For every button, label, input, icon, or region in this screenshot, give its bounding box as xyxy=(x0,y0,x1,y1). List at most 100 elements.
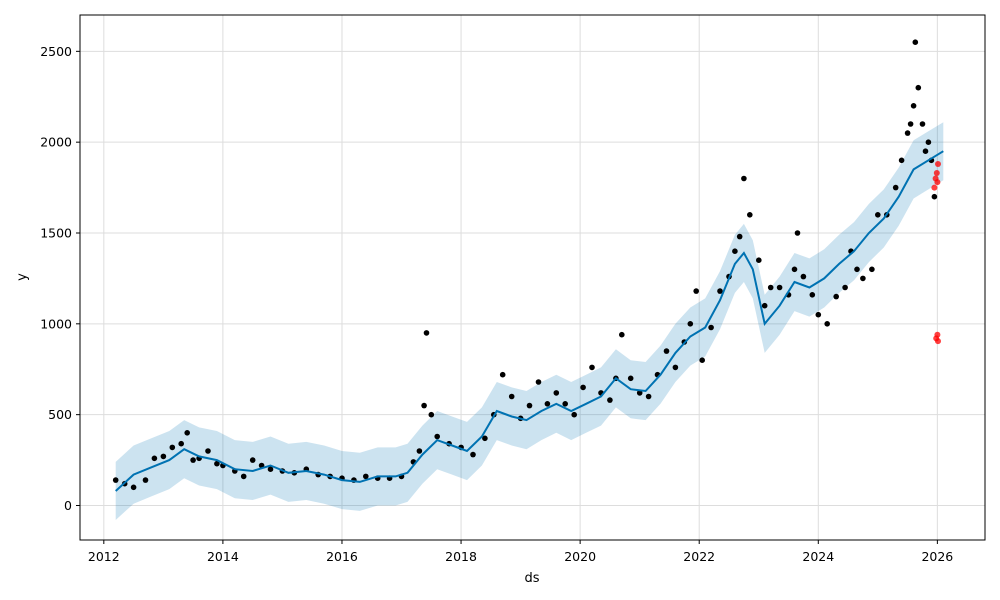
observed-points xyxy=(112,39,938,491)
observed-point xyxy=(747,212,753,218)
observed-point xyxy=(470,451,476,458)
observed-point xyxy=(833,293,839,300)
test-point xyxy=(933,170,940,176)
y-tick-label: 1500 xyxy=(40,225,72,240)
observed-point xyxy=(544,401,551,407)
observed-point xyxy=(699,357,705,364)
observed-point xyxy=(791,266,798,273)
observed-point xyxy=(267,466,274,473)
observed-point xyxy=(898,157,905,164)
y-tick-label: 1000 xyxy=(40,316,72,331)
observed-point xyxy=(854,266,860,273)
x-tick-label: 2014 xyxy=(207,549,239,564)
observed-point xyxy=(508,393,515,400)
y-axis: 0 500 1000 1500 2000 2500 xyxy=(40,44,80,513)
x-tick-label: 2020 xyxy=(564,549,596,564)
observed-point xyxy=(499,371,506,378)
observed-point xyxy=(214,460,220,467)
observed-point xyxy=(423,330,430,336)
observed-point xyxy=(915,84,922,91)
observed-point xyxy=(571,411,577,418)
test-points xyxy=(931,161,941,345)
y-tick-label: 2500 xyxy=(40,44,72,59)
x-tick-label: 2016 xyxy=(326,549,358,564)
grid-lines xyxy=(80,15,985,540)
observed-point xyxy=(910,103,917,109)
observed-point xyxy=(815,311,822,318)
observed-point xyxy=(824,321,830,327)
observed-point xyxy=(178,440,184,447)
observed-point xyxy=(562,401,568,407)
observed-point xyxy=(672,364,679,371)
observed-point xyxy=(663,348,670,354)
observed-point xyxy=(922,148,929,154)
observed-point xyxy=(931,193,938,200)
plot-frame xyxy=(79,14,986,541)
observed-point xyxy=(526,402,533,409)
observed-point xyxy=(421,402,427,409)
observed-point xyxy=(907,121,914,127)
observed-point xyxy=(607,397,613,403)
observed-point xyxy=(687,321,694,327)
observed-point xyxy=(190,457,196,463)
observed-point xyxy=(184,430,190,436)
x-axis: 2012 2014 2016 2018 2020 2022 2024 2026 xyxy=(88,540,953,564)
observed-point xyxy=(619,331,625,338)
test-point xyxy=(934,331,941,338)
observed-point xyxy=(535,379,542,385)
y-tick-label: 2000 xyxy=(40,135,72,150)
observed-point xyxy=(416,448,423,454)
x-tick-label: 2026 xyxy=(921,549,953,564)
observed-point xyxy=(553,390,560,396)
observed-point xyxy=(800,273,807,280)
observed-point xyxy=(708,324,714,331)
observed-point xyxy=(627,375,634,382)
x-tick-label: 2022 xyxy=(683,549,715,564)
observed-point xyxy=(636,390,643,396)
observed-point xyxy=(741,175,747,182)
y-axis-title: y xyxy=(15,273,30,281)
observed-point xyxy=(693,288,699,294)
observed-point xyxy=(919,121,926,127)
observed-point xyxy=(767,284,774,291)
observed-point xyxy=(809,292,816,298)
x-axis-title: ds xyxy=(524,571,539,586)
observed-point xyxy=(794,230,801,236)
observed-point xyxy=(151,455,158,462)
observed-point xyxy=(112,477,119,483)
test-point xyxy=(934,179,941,186)
observed-point xyxy=(482,435,488,442)
uncertainty-band xyxy=(115,122,944,520)
test-point xyxy=(931,184,938,191)
observed-point xyxy=(912,39,919,45)
observed-point xyxy=(776,284,783,291)
observed-point xyxy=(142,477,149,483)
y-tick-label: 500 xyxy=(48,407,72,422)
observed-point xyxy=(875,212,881,218)
observed-point xyxy=(240,473,247,480)
y-tick-label: 0 xyxy=(64,498,72,513)
test-point xyxy=(935,338,941,345)
observed-point xyxy=(645,393,652,400)
x-tick-label: 2018 xyxy=(445,549,477,564)
observed-point xyxy=(842,284,848,291)
observed-point xyxy=(732,248,738,254)
observed-point xyxy=(717,288,723,294)
observed-point xyxy=(428,411,435,418)
observed-point xyxy=(892,184,899,191)
observed-point xyxy=(756,257,762,264)
observed-point xyxy=(160,453,167,460)
forecast-line xyxy=(115,150,944,492)
observed-point xyxy=(589,364,595,371)
observed-point xyxy=(130,484,137,491)
observed-point xyxy=(205,448,211,454)
observed-point xyxy=(860,275,866,282)
observed-point xyxy=(904,130,911,136)
observed-point xyxy=(869,266,875,273)
test-point xyxy=(935,161,941,167)
observed-point xyxy=(434,433,441,440)
observed-point xyxy=(169,444,176,451)
x-tick-label: 2012 xyxy=(88,549,120,564)
x-tick-label: 2024 xyxy=(802,549,834,564)
